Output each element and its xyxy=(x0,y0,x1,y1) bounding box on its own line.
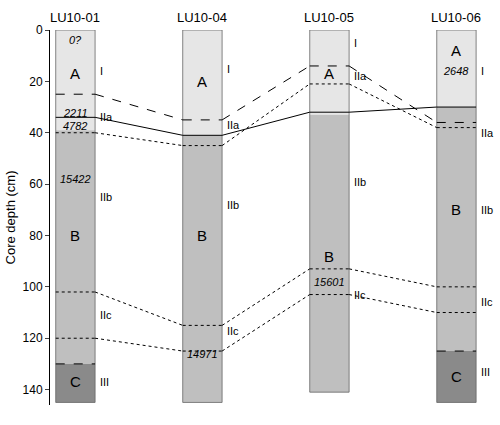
svg-text:IIb: IIb xyxy=(227,199,239,211)
svg-text:IIc: IIc xyxy=(481,296,493,308)
svg-text:B: B xyxy=(324,248,334,265)
svg-text:40: 40 xyxy=(29,126,43,140)
svg-text:LU10-06: LU10-06 xyxy=(431,10,481,25)
svg-text:0?: 0? xyxy=(69,34,82,46)
svg-text:IIa: IIa xyxy=(100,111,113,123)
svg-text:III: III xyxy=(100,376,109,388)
svg-text:Core depth (cm): Core depth (cm) xyxy=(3,171,18,265)
svg-text:B: B xyxy=(70,227,80,244)
svg-text:IIa: IIa xyxy=(227,119,240,131)
svg-text:A: A xyxy=(197,73,207,90)
svg-text:IIa: IIa xyxy=(354,70,367,82)
svg-text:LU10-05: LU10-05 xyxy=(304,10,354,25)
svg-text:20: 20 xyxy=(29,75,43,89)
svg-text:140: 140 xyxy=(23,383,43,397)
svg-text:B: B xyxy=(451,201,461,218)
svg-text:LU10-01: LU10-01 xyxy=(50,10,100,25)
svg-text:IIb: IIb xyxy=(481,204,493,216)
svg-text:100: 100 xyxy=(23,280,43,294)
svg-text:A: A xyxy=(324,65,334,82)
svg-text:A: A xyxy=(451,42,461,59)
svg-text:A: A xyxy=(70,65,80,82)
svg-text:14971: 14971 xyxy=(187,348,218,360)
svg-text:80: 80 xyxy=(29,229,43,243)
svg-text:LU10-04: LU10-04 xyxy=(177,10,227,25)
svg-text:IIb: IIb xyxy=(100,191,112,203)
svg-text:0: 0 xyxy=(36,23,43,37)
svg-text:IIc: IIc xyxy=(354,289,366,301)
svg-text:I: I xyxy=(354,37,357,49)
svg-text:III: III xyxy=(481,366,490,378)
svg-text:2211: 2211 xyxy=(63,107,88,119)
svg-text:IIc: IIc xyxy=(100,309,112,321)
svg-text:I: I xyxy=(481,65,484,77)
svg-text:60: 60 xyxy=(29,177,43,191)
svg-text:2648: 2648 xyxy=(443,65,469,77)
svg-text:I: I xyxy=(227,63,230,75)
svg-text:I: I xyxy=(100,65,103,77)
svg-text:IIc: IIc xyxy=(227,325,239,337)
svg-text:15422: 15422 xyxy=(60,173,91,185)
svg-text:4782: 4782 xyxy=(63,120,87,132)
svg-text:C: C xyxy=(451,368,462,385)
svg-text:C: C xyxy=(70,373,81,390)
svg-text:15601: 15601 xyxy=(314,276,345,288)
svg-text:IIa: IIa xyxy=(481,127,494,139)
svg-text:IIb: IIb xyxy=(354,176,366,188)
svg-text:120: 120 xyxy=(23,331,43,345)
svg-text:B: B xyxy=(197,227,207,244)
